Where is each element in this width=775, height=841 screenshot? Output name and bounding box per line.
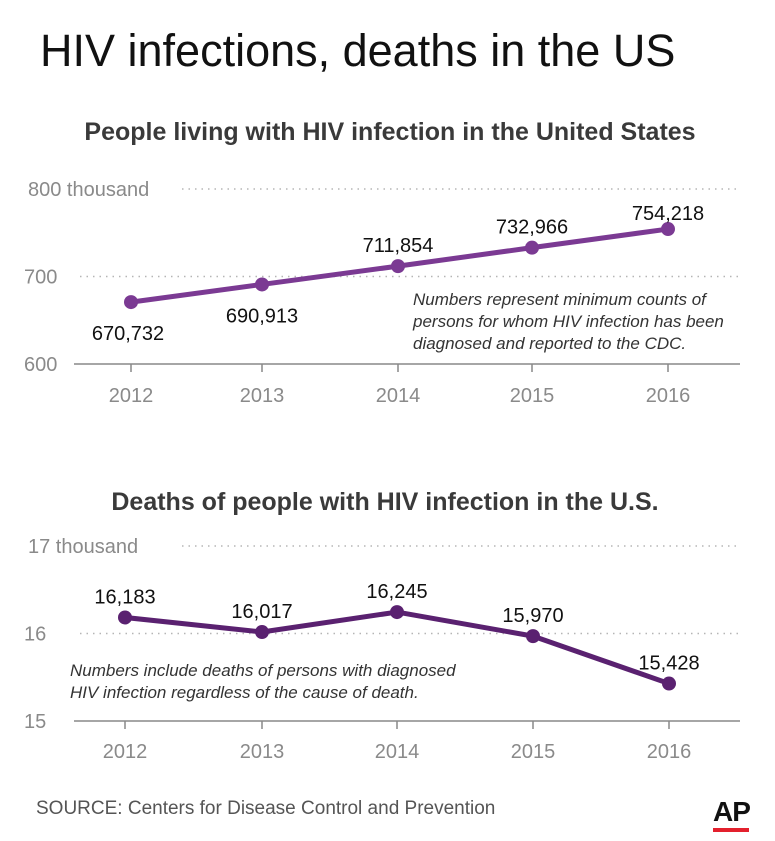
data-label: 16,245 <box>366 581 427 603</box>
data-point <box>255 625 269 640</box>
data-point <box>526 629 540 644</box>
ap-logo-bar <box>713 828 749 832</box>
x-tick-label: 2016 <box>647 741 692 763</box>
x-tick-label: 2016 <box>646 385 691 407</box>
y-tick-label: 600 <box>24 354 57 376</box>
chart-deaths: Deaths of people with HIV infection in t… <box>24 488 740 763</box>
chart-note: HIV infection regardless of the cause of… <box>70 683 419 702</box>
data-label: 711,854 <box>363 235 434 257</box>
chart-note: diagnosed and reported to the CDC. <box>413 334 686 353</box>
x-tick-label: 2014 <box>375 741 420 763</box>
x-tick-label: 2012 <box>109 385 154 407</box>
data-point <box>391 259 405 274</box>
y-tick-label: 17 thousand <box>28 536 138 558</box>
x-tick-label: 2014 <box>376 385 421 407</box>
x-tick-label: 2015 <box>511 741 556 763</box>
data-point <box>118 610 132 625</box>
data-label: 754,218 <box>632 203 704 225</box>
data-point <box>255 277 269 292</box>
y-tick-label: 15 <box>24 711 46 733</box>
data-label: 15,970 <box>502 605 563 627</box>
x-tick-label: 2013 <box>240 741 285 763</box>
data-label: 15,428 <box>638 653 699 675</box>
data-point <box>662 676 676 691</box>
x-tick-label: 2012 <box>103 741 148 763</box>
y-tick-label: 700 <box>24 267 57 289</box>
chart-note: Numbers include deaths of persons with d… <box>70 661 456 680</box>
data-label: 670,732 <box>92 323 164 345</box>
ap-logo: AP <box>713 796 751 827</box>
y-tick-label: 16 <box>24 624 46 646</box>
source-note: SOURCE: Centers for Disease Control and … <box>36 798 496 819</box>
chart-people-living: People living with HIV infection in the … <box>24 118 740 407</box>
data-label: 690,913 <box>226 305 298 327</box>
data-point <box>525 240 539 255</box>
x-tick-label: 2013 <box>240 385 285 407</box>
data-point <box>124 295 138 310</box>
data-label: 732,966 <box>496 217 568 239</box>
data-label: 16,017 <box>231 601 292 623</box>
chart-title: People living with HIV infection in the … <box>84 118 695 146</box>
data-label: 16,183 <box>94 586 155 608</box>
chart-note: persons for whom HIV infection has been <box>412 312 724 331</box>
chart-title: Deaths of people with HIV infection in t… <box>111 488 658 516</box>
chart-note: Numbers represent minimum counts of <box>413 290 708 309</box>
x-tick-label: 2015 <box>510 385 555 407</box>
y-tick-label: 800 thousand <box>28 179 149 201</box>
data-point <box>390 605 404 620</box>
data-point <box>661 222 675 237</box>
page-title: HIV infections, deaths in the US <box>40 25 676 76</box>
